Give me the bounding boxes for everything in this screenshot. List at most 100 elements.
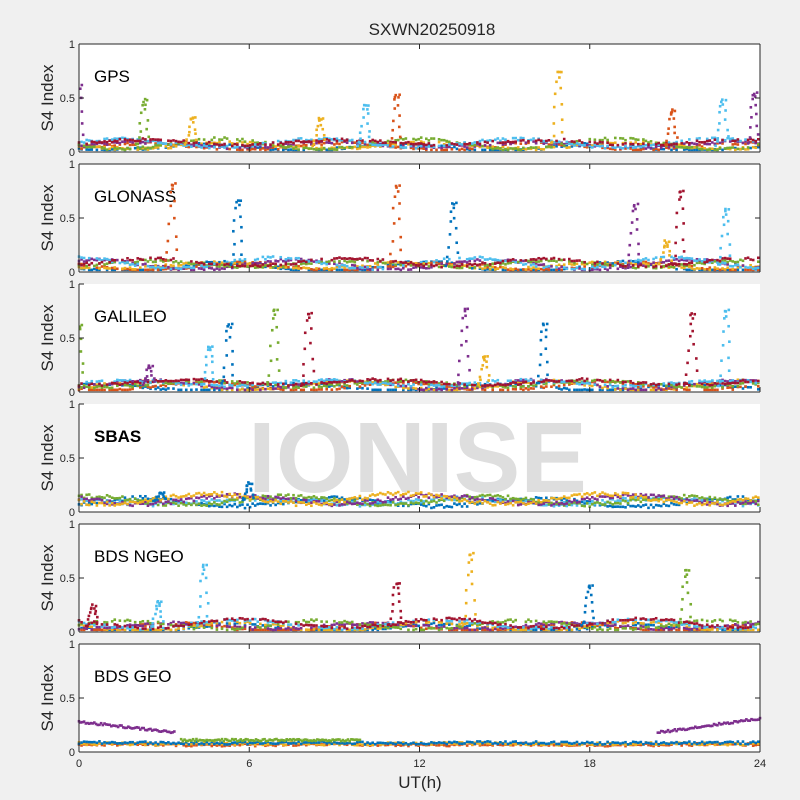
data-point	[123, 383, 127, 387]
data-point	[236, 148, 239, 151]
data-point	[85, 145, 88, 149]
data-point	[190, 143, 193, 147]
data-point	[688, 261, 691, 265]
data-point	[123, 388, 127, 392]
data-point	[80, 387, 83, 391]
data-point	[621, 380, 625, 384]
data-point	[606, 380, 609, 384]
data-point	[447, 143, 451, 146]
data-point	[473, 143, 477, 147]
data-point	[218, 384, 221, 388]
data-point	[555, 260, 558, 263]
data-point	[529, 263, 533, 267]
data-point	[207, 345, 210, 349]
data-point	[154, 264, 157, 267]
data-point	[703, 386, 706, 389]
data-point	[292, 266, 295, 270]
data-point	[437, 140, 441, 144]
data-point	[593, 143, 597, 147]
data-point	[310, 311, 313, 315]
data-point	[297, 145, 300, 148]
data-point	[716, 142, 719, 145]
data-point	[616, 380, 620, 383]
data-point	[228, 383, 231, 387]
data-point	[154, 387, 157, 391]
data-point	[228, 263, 231, 266]
data-point	[182, 378, 186, 382]
data-point	[552, 380, 556, 383]
data-point	[501, 259, 505, 263]
data-point	[573, 261, 576, 265]
data-point	[131, 379, 134, 383]
data-point	[154, 143, 157, 147]
data-point	[534, 139, 538, 143]
data-point	[736, 381, 740, 385]
data-point	[182, 382, 186, 385]
data-point	[455, 241, 458, 245]
data-point	[601, 265, 604, 269]
data-point	[90, 261, 94, 265]
data-point	[717, 384, 720, 388]
data-point	[723, 262, 727, 265]
data-point	[110, 268, 114, 272]
data-point	[287, 385, 290, 389]
data-point	[299, 144, 303, 148]
data-point	[164, 267, 168, 271]
data-point	[279, 257, 283, 261]
data-point	[731, 260, 735, 263]
data-point	[663, 239, 666, 242]
data-point	[671, 263, 675, 266]
data-point	[682, 266, 686, 270]
data-point	[90, 382, 94, 386]
data-point	[386, 263, 390, 266]
data-point	[731, 137, 735, 140]
data-point	[322, 499, 326, 502]
data-point	[154, 266, 157, 270]
data-point	[691, 317, 695, 320]
data-point	[384, 141, 387, 145]
data-point	[432, 382, 436, 386]
data-point	[746, 385, 750, 389]
data-point	[300, 382, 304, 385]
data-point	[580, 267, 584, 271]
data-point	[304, 500, 308, 504]
data-point	[320, 148, 323, 152]
data-point	[634, 141, 638, 144]
data-point	[145, 127, 148, 131]
data-point	[674, 254, 677, 258]
data-point	[128, 385, 132, 388]
data-point	[335, 263, 339, 267]
data-point	[333, 137, 336, 141]
plot-area	[79, 44, 760, 152]
data-point	[323, 138, 326, 141]
data-point	[527, 385, 530, 388]
data-point	[583, 379, 586, 383]
data-point	[532, 379, 535, 382]
data-point	[366, 265, 369, 269]
data-point	[465, 146, 469, 149]
data-point	[463, 145, 466, 148]
data-point	[659, 255, 663, 259]
data-point	[236, 388, 239, 392]
data-point	[241, 259, 244, 263]
data-point	[716, 261, 719, 264]
data-point	[146, 379, 150, 382]
data-point	[241, 148, 244, 152]
data-point	[550, 268, 553, 272]
data-point	[636, 388, 640, 392]
data-point	[231, 363, 234, 366]
data-point	[680, 146, 683, 149]
data-point	[552, 504, 556, 508]
data-point	[289, 388, 293, 392]
data-point	[149, 381, 152, 384]
data-point	[542, 386, 546, 390]
data-point	[80, 386, 83, 389]
data-point	[187, 265, 191, 269]
data-point	[435, 504, 438, 507]
data-point	[338, 502, 341, 506]
data-point	[371, 268, 374, 271]
data-point	[269, 383, 272, 386]
data-point	[539, 353, 543, 356]
data-point	[691, 329, 694, 333]
data-point	[274, 503, 277, 507]
